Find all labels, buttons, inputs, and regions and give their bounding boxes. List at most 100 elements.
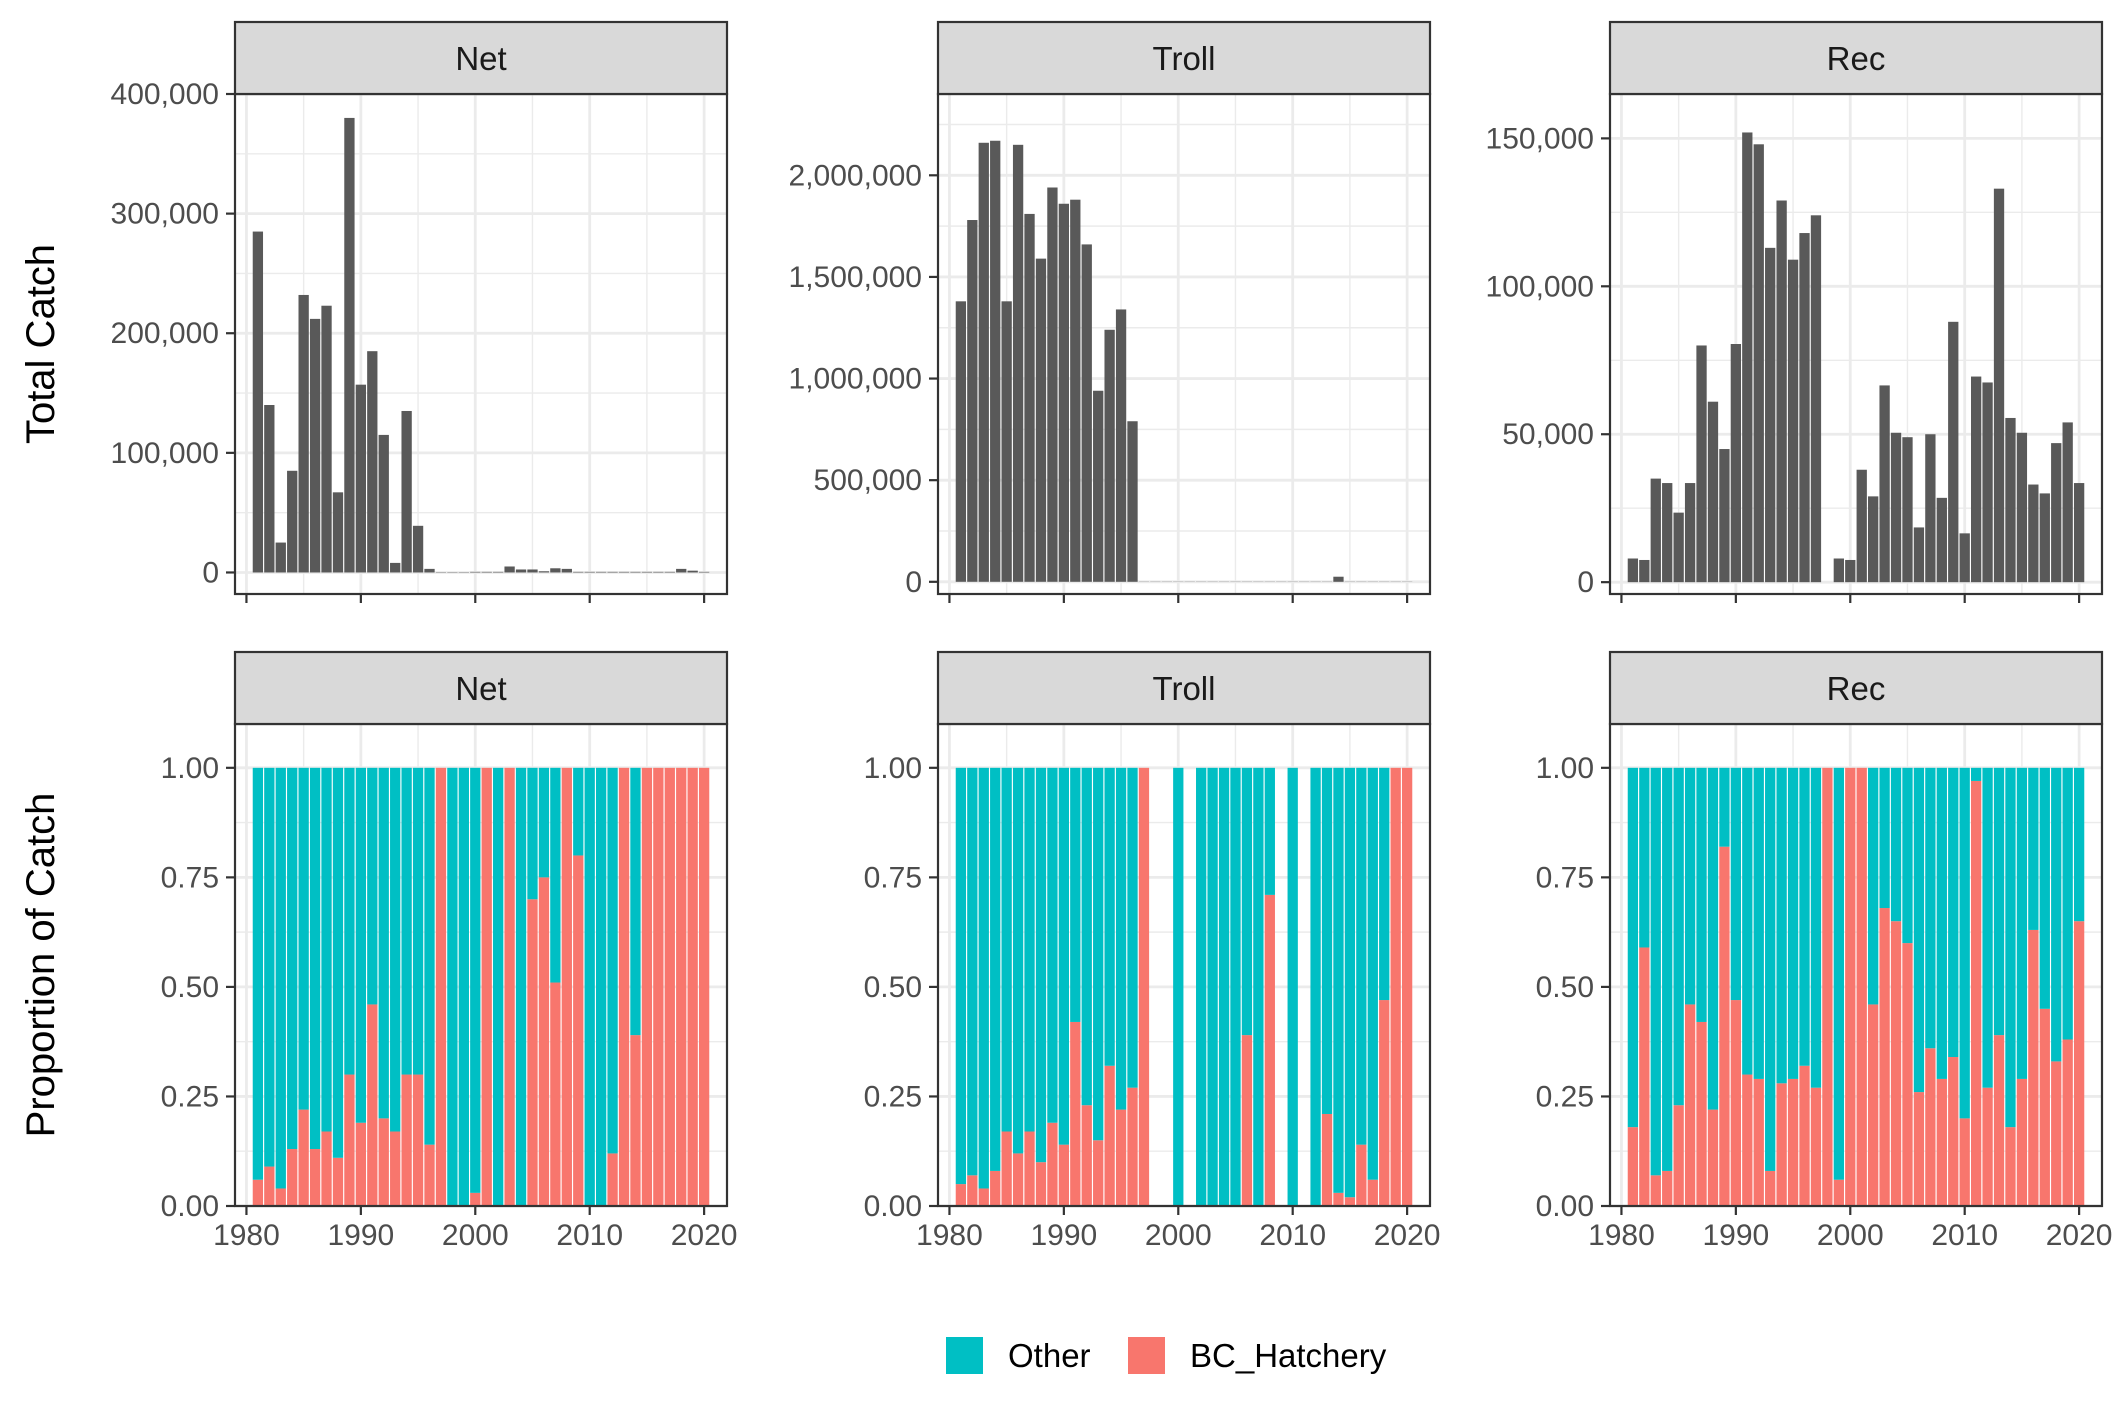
bar-other-1989 bbox=[1047, 767, 1058, 1123]
x-tick-label: 2020 bbox=[2046, 1219, 2113, 1252]
bar-bc_hatchery-2000 bbox=[470, 1192, 481, 1206]
bar-bc_hatchery-1992 bbox=[1753, 1078, 1764, 1206]
y-tick-label: 0.50 bbox=[161, 971, 219, 1004]
facet-strip bbox=[233, 650, 729, 726]
bar-other-2020 bbox=[2073, 767, 2085, 922]
bar-bc_hatchery-1984 bbox=[1662, 1170, 1673, 1206]
bar-1996 bbox=[1127, 421, 1138, 582]
bar-other-1985 bbox=[1001, 767, 1012, 1132]
x-tick-label: 2010 bbox=[1259, 1219, 1326, 1252]
bar-bc_hatchery-2008 bbox=[1264, 894, 1275, 1206]
y-tick-label: 2,000,000 bbox=[789, 159, 922, 192]
bar-other-1985 bbox=[1673, 767, 1684, 1106]
bar-bc_hatchery-1985 bbox=[298, 1109, 309, 1206]
bar-other-2016 bbox=[2028, 767, 2039, 930]
bar-other-1989 bbox=[1719, 767, 1730, 847]
bar-other-2014 bbox=[2005, 767, 2016, 1128]
x-tick-label: 1980 bbox=[1588, 1219, 1655, 1252]
bar-bc_hatchery-2017 bbox=[664, 767, 675, 1206]
y-axis: 0.00 0.25 0.50 0.75 1.00 bbox=[864, 752, 938, 1223]
x-tick-label: 2020 bbox=[671, 1219, 738, 1252]
bar-other-2004 bbox=[1890, 767, 1902, 922]
bar-1985 bbox=[1673, 512, 1684, 583]
bar-bc_hatchery-1985 bbox=[1001, 1131, 1012, 1206]
bar-other-1986 bbox=[1012, 767, 1024, 1154]
bars bbox=[1627, 767, 2085, 1206]
bar-bc_hatchery-1997 bbox=[1138, 767, 1150, 1206]
bar-bc_hatchery-2013 bbox=[1321, 1113, 1333, 1206]
bar-other-2014 bbox=[630, 767, 641, 1036]
bar-other-2015 bbox=[1344, 767, 1356, 1198]
bar-bc_hatchery-1997 bbox=[435, 767, 447, 1206]
bar-other-1981 bbox=[1627, 767, 1639, 1128]
bar-other-2005 bbox=[1902, 767, 1913, 944]
x-tick-label: 2020 bbox=[1374, 1219, 1441, 1252]
bar-2004 bbox=[1890, 432, 1902, 583]
bar-bc_hatchery-1990 bbox=[355, 1122, 367, 1206]
y-tick-label: 1,500,000 bbox=[789, 261, 922, 294]
bar-1993 bbox=[1765, 247, 1776, 583]
bar-other-1992 bbox=[1081, 767, 1092, 1106]
bar-bc_hatchery-1992 bbox=[1081, 1105, 1092, 1206]
bar-2019 bbox=[2062, 422, 2073, 583]
bar-other-2009 bbox=[1948, 767, 1959, 1058]
bar-2019 bbox=[687, 570, 698, 573]
bar-other-1995 bbox=[1115, 767, 1127, 1110]
y-axis: 0 50,000 100,000 150,000 bbox=[1486, 122, 1610, 599]
bar-1995 bbox=[412, 525, 424, 573]
y-tick-label: 200,000 bbox=[111, 317, 219, 350]
y-tick-label: 1.00 bbox=[1536, 752, 1594, 785]
bar-other-1996 bbox=[1127, 767, 1138, 1088]
bar-other-2008 bbox=[1936, 767, 1947, 1079]
bar-other-2017 bbox=[1367, 767, 1378, 1180]
bar-bc_hatchery-2017 bbox=[1367, 1179, 1378, 1206]
bar-1982 bbox=[967, 220, 978, 582]
bar-2005 bbox=[527, 569, 538, 573]
bar-1981 bbox=[955, 301, 967, 582]
y-tick-label: 50,000 bbox=[1502, 418, 1594, 451]
bar-other-2012 bbox=[1310, 767, 1321, 1206]
bar-1986 bbox=[1012, 144, 1024, 582]
bar-other-2017 bbox=[2039, 767, 2050, 1009]
bar-2014 bbox=[630, 571, 641, 573]
bar-1989 bbox=[1719, 449, 1730, 583]
bar-bc_hatchery-2018 bbox=[2051, 1061, 2062, 1206]
bar-other-1996 bbox=[1799, 767, 1810, 1066]
bar-other-1981 bbox=[955, 767, 967, 1185]
bar-other-1991 bbox=[1070, 767, 1081, 1022]
bar-other-1988 bbox=[1035, 767, 1047, 1163]
y-axis-title: Proportion of Catch bbox=[19, 793, 63, 1138]
bar-other-2014 bbox=[1333, 767, 1344, 1193]
bar-bc_hatchery-2009 bbox=[1948, 1057, 1959, 1206]
bar-1984 bbox=[1662, 483, 1673, 583]
bar-bc_hatchery-2015 bbox=[1344, 1197, 1356, 1206]
y-tick-label: 0.50 bbox=[864, 971, 922, 1004]
bar-bc_hatchery-2018 bbox=[676, 767, 687, 1206]
bar-1996 bbox=[1799, 233, 1810, 583]
bar-bc_hatchery-1986 bbox=[1012, 1153, 1024, 1206]
legend: Other BC_Hatchery bbox=[946, 1337, 1387, 1374]
panel-net-proportion: Net 0.00 0.25 0.50 0.75 1.00 1980 1990 2000 2010 2… bbox=[161, 650, 738, 1252]
bar-2003 bbox=[1879, 385, 1890, 583]
bar-bc_hatchery-1987 bbox=[1024, 1131, 1035, 1206]
bar-other-2006 bbox=[538, 767, 550, 878]
y-axis: 0 500,000 1,000,000 1,500,000 2,000,000 bbox=[789, 159, 938, 599]
bar-other-2007 bbox=[550, 767, 561, 983]
bar-bc_hatchery-2008 bbox=[561, 767, 572, 1206]
bar-2011 bbox=[1970, 376, 1982, 583]
bar-other-2010 bbox=[1287, 767, 1298, 1206]
bar-other-2010 bbox=[1959, 767, 1970, 1119]
bar-1997 bbox=[1810, 215, 1822, 583]
bars bbox=[252, 767, 710, 1206]
bar-other-1993 bbox=[1093, 767, 1104, 1141]
bar-2007 bbox=[1925, 434, 1936, 583]
y-axis: 0.00 0.25 0.50 0.75 1.00 bbox=[1536, 752, 1610, 1223]
bar-bc_hatchery-2016 bbox=[2028, 929, 2039, 1206]
bar-1995 bbox=[1787, 259, 1799, 583]
y-tick-label: 0.25 bbox=[1536, 1080, 1594, 1113]
panel-troll-total: Troll 0 500,000 1,000,000 1,500,000 2,000,000 bbox=[789, 20, 1432, 603]
bar-bc_hatchery-2015 bbox=[2016, 1078, 2028, 1206]
bar-other-1991 bbox=[367, 767, 378, 1005]
panel-rec-proportion: Rec 0.00 0.25 0.50 0.75 1.00 1980 1990 2000 2010 2… bbox=[1536, 650, 2113, 1252]
x-tick-label: 2010 bbox=[1931, 1219, 1998, 1252]
